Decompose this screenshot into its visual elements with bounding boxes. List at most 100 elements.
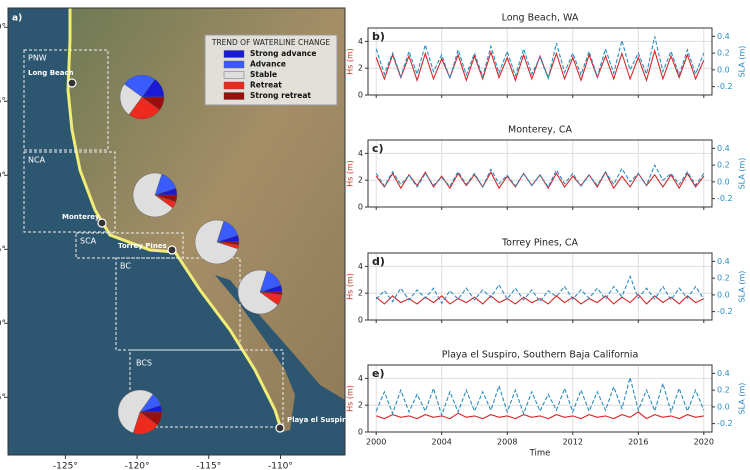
site-label: Playa el Suspiro (287, 416, 350, 424)
pie-wedge (237, 269, 279, 315)
y2-tick-label: 0.2 (717, 386, 730, 395)
y-tick-label: 0 (358, 316, 363, 325)
panel-label: e) (372, 367, 385, 380)
pie-wedge (123, 74, 156, 98)
y2-tick-label: -0.2 (717, 194, 733, 203)
pie-wedge (117, 389, 154, 434)
y2-tick-label: 0.4 (717, 32, 730, 41)
pie-wedge (154, 194, 178, 203)
y-tick-label: 5° (0, 245, 6, 255)
legend-label: Strong retreat (250, 91, 311, 100)
x-tick-label: -120° (125, 462, 150, 470)
y-tick-label: 4 (358, 37, 363, 46)
y2-tick-label: -0.2 (717, 307, 733, 316)
y2-tick-label: -0.2 (717, 419, 733, 428)
x-tick-label: -110° (268, 462, 293, 470)
pie-wedge (128, 96, 161, 120)
y-tick-label: 2 (358, 64, 363, 73)
y2-tick-label: 0.2 (717, 274, 730, 283)
panel-title: Monterey, CA (508, 125, 572, 136)
x-axis-label: Time (529, 449, 551, 459)
series-line (375, 274, 705, 305)
panel-label: c) (372, 142, 384, 155)
legend-swatch (223, 71, 245, 79)
x-tick-label: -125° (53, 462, 78, 470)
site-marker (97, 218, 107, 228)
y-tick-label: 2 (358, 289, 363, 298)
pie-wedge (194, 219, 239, 265)
pie-wedge (259, 291, 283, 295)
panel-title: Torrey Pines, CA (501, 238, 579, 249)
x-tick-label: 2016 (628, 438, 648, 447)
y2-tick-label: 0.2 (717, 161, 730, 170)
panel-label: b) (372, 30, 385, 43)
pie-wedge (119, 83, 143, 116)
y2-axis-label: SLA (m) (738, 158, 747, 190)
site-label: Monterey (62, 213, 100, 221)
y-tick-label: 2 (358, 176, 363, 185)
pie-wedge (132, 172, 174, 218)
region-label: BC (120, 262, 131, 271)
y-tick-label: 5° (0, 393, 6, 403)
y-tick-label: 4 (358, 149, 363, 158)
site-marker (167, 245, 177, 255)
legend-label: Retreat (250, 81, 282, 90)
panel-title: Long Beach, WA (502, 13, 579, 24)
pie-wedge (216, 241, 240, 245)
y-axis-label: Hs (m) (346, 48, 355, 75)
y2-axis-label: SLA (m) (738, 383, 747, 415)
x-tick-label: 2008 (497, 438, 517, 447)
plot-frame (367, 252, 713, 321)
y2-tick-label: 0.4 (717, 144, 730, 153)
series-line (375, 163, 705, 189)
plot-frame (367, 27, 713, 96)
legend-swatch (223, 60, 245, 69)
pie-wedge (141, 96, 165, 111)
y-tick-label: 2 (358, 401, 363, 410)
legend-swatch (223, 92, 245, 100)
region-label: PNW (28, 54, 47, 63)
y-tick-label: 0° (0, 171, 6, 181)
series-line (375, 36, 705, 81)
y-axis-label: Hs (m) (346, 160, 355, 187)
y-tick-label: 4 (358, 262, 363, 271)
map-layer: a) PNW NCA SCA BC BCS Long Beach Monterey Torrey… (12, 14, 350, 435)
site-label: Torrey Pines (118, 242, 167, 250)
map-frame (7, 7, 346, 456)
y-tick-label: 0 (358, 203, 363, 212)
y-tick-label: 5° (0, 97, 6, 107)
y-tick-label: 0° (0, 319, 6, 329)
x-tick-label: 2004 (432, 438, 452, 447)
y2-tick-label: -0.2 (717, 82, 733, 91)
legend-label: Strong advance (250, 49, 316, 58)
y-tick-label: 4 (358, 374, 363, 383)
x-tick-label: 2000 (366, 438, 386, 447)
series-line (375, 48, 705, 83)
series-line (376, 411, 704, 420)
legend-swatch (223, 50, 245, 58)
legend-label: Stable (250, 70, 277, 79)
x-tick-label: 2020 (694, 438, 714, 447)
panel-label: d) (372, 255, 385, 268)
region-label: SCA (80, 237, 97, 246)
x-tick-label: -115° (196, 462, 221, 470)
y2-tick-label: 0.0 (717, 177, 730, 186)
y2-axis-label: SLA (m) (738, 46, 747, 78)
y-tick-label: 0 (358, 428, 363, 437)
y2-tick-label: 0.2 (717, 49, 730, 58)
x-tick-label: 2012 (563, 438, 583, 447)
legend-swatch (223, 81, 245, 90)
y-axis-label: Hs (m) (346, 385, 355, 412)
region-label: BCS (136, 359, 152, 368)
site-marker (275, 423, 285, 433)
plot-frame (367, 364, 713, 433)
y-tick-label: 0 (358, 91, 363, 100)
plot-frame (367, 139, 713, 208)
site-label: Long Beach (28, 69, 74, 77)
y2-tick-label: 0.0 (717, 65, 730, 74)
y2-axis-label: SLA (m) (738, 271, 747, 303)
pie-wedge (139, 411, 163, 426)
legend-label: Advance (250, 60, 286, 69)
site-marker (67, 78, 77, 88)
